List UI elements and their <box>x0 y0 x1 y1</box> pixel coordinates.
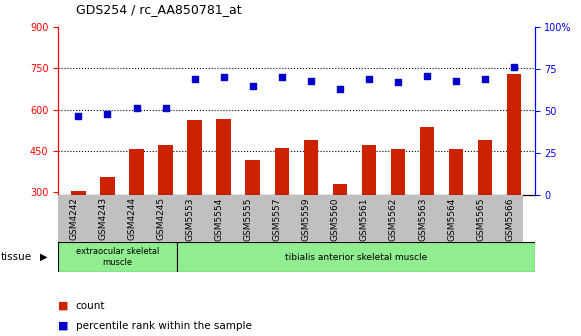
Text: GSM4242: GSM4242 <box>70 197 78 240</box>
Point <box>277 75 286 80</box>
Text: GSM5553: GSM5553 <box>186 197 195 241</box>
Text: tissue: tissue <box>1 252 33 262</box>
Text: GSM4245: GSM4245 <box>157 197 166 240</box>
Text: GSM5559: GSM5559 <box>302 197 311 241</box>
Bar <box>187 120 202 195</box>
Point <box>161 105 170 110</box>
Text: percentile rank within the sample: percentile rank within the sample <box>76 321 252 331</box>
Text: GSM4244: GSM4244 <box>128 197 137 240</box>
Point <box>103 112 112 117</box>
Text: ▶: ▶ <box>40 252 47 262</box>
FancyBboxPatch shape <box>177 242 535 272</box>
Point <box>306 78 315 83</box>
Point <box>422 73 432 78</box>
Text: GSM5562: GSM5562 <box>389 197 398 241</box>
Point <box>393 80 403 85</box>
Point <box>451 78 461 83</box>
Bar <box>100 177 115 195</box>
Text: count: count <box>76 301 105 311</box>
Text: GSM5566: GSM5566 <box>505 197 514 241</box>
Bar <box>275 148 289 195</box>
Text: GSM5560: GSM5560 <box>331 197 340 241</box>
Text: extraocular skeletal
muscle: extraocular skeletal muscle <box>76 247 159 267</box>
Point <box>510 65 519 70</box>
Bar <box>449 150 464 195</box>
Bar <box>245 161 260 195</box>
Text: ■: ■ <box>58 301 69 311</box>
Point <box>364 76 374 82</box>
Text: GSM5557: GSM5557 <box>273 197 282 241</box>
Point <box>190 76 199 82</box>
Bar <box>478 140 493 195</box>
Text: GDS254 / rc_AA850781_at: GDS254 / rc_AA850781_at <box>76 3 241 16</box>
Point <box>74 113 83 119</box>
FancyBboxPatch shape <box>58 242 177 272</box>
Bar <box>420 127 435 195</box>
Point <box>219 75 228 80</box>
FancyBboxPatch shape <box>58 195 523 242</box>
Bar <box>71 191 86 195</box>
Bar <box>361 145 376 195</box>
Text: GSM4243: GSM4243 <box>99 197 107 240</box>
Text: GSM5563: GSM5563 <box>418 197 427 241</box>
Point <box>335 86 345 92</box>
Bar <box>303 140 318 195</box>
Text: GSM5565: GSM5565 <box>476 197 485 241</box>
Bar <box>217 119 231 195</box>
Bar <box>158 145 173 195</box>
Text: GSM5555: GSM5555 <box>244 197 253 241</box>
Bar <box>130 149 144 195</box>
Text: GSM5561: GSM5561 <box>360 197 369 241</box>
Point <box>480 76 490 82</box>
Point <box>132 105 141 110</box>
Bar <box>507 74 522 195</box>
Text: GSM5554: GSM5554 <box>215 197 224 241</box>
Text: GSM5564: GSM5564 <box>447 197 456 241</box>
Text: tibialis anterior skeletal muscle: tibialis anterior skeletal muscle <box>285 253 427 261</box>
Point <box>248 83 257 88</box>
Bar <box>391 150 406 195</box>
Text: ■: ■ <box>58 321 69 331</box>
Bar <box>332 184 347 195</box>
